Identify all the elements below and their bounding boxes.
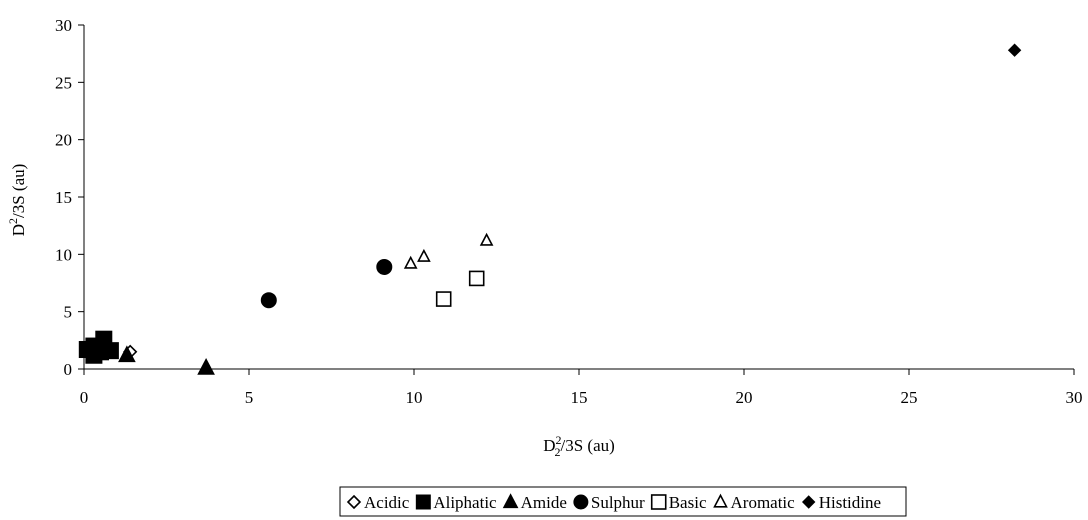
y-tick-label: 0 <box>64 360 73 379</box>
x-tick-label: 25 <box>901 388 918 407</box>
legend-marker-aliphatic <box>415 494 431 510</box>
point-basic <box>435 291 452 307</box>
legend-label-amide: Amide <box>521 493 567 512</box>
y-tick-label: 20 <box>55 131 72 150</box>
legend-marker-acidic <box>346 494 362 510</box>
point-basic <box>468 270 485 287</box>
x-tick-label: 0 <box>80 388 89 407</box>
y-tick-label: 25 <box>55 73 72 92</box>
point-aromatic <box>417 248 431 262</box>
x-tick-label: 15 <box>571 388 588 407</box>
tick-labels: 0 5 10 15 20 25 30 0 5 10 15 20 25 30 <box>55 16 1083 407</box>
x-axis-label: D2 2/3S (au) <box>543 433 615 459</box>
point-aromatic <box>479 232 494 246</box>
y-tick-label: 30 <box>55 16 72 35</box>
legend-marker-sulphur <box>573 494 589 510</box>
point-sulphur <box>376 258 393 275</box>
legend-marker-histidine <box>801 495 816 509</box>
legend-label-histidine: Histidine <box>819 493 881 512</box>
x-tick-label: 20 <box>736 388 753 407</box>
point-sulphur <box>260 292 277 309</box>
axes <box>78 24 1075 375</box>
legend: Acidic Aliphatic Amide Sulphur Basic Aromatic… <box>339 486 907 517</box>
legend-marker-basic <box>650 494 667 510</box>
legend-marker-amide <box>502 493 519 509</box>
legend-label-aliphatic: Aliphatic <box>433 493 497 512</box>
legend-box <box>339 486 907 517</box>
point-amide <box>118 345 136 363</box>
legend-marker-aromatic <box>713 493 728 508</box>
point-aromatic <box>403 255 418 269</box>
y-tick-label: 15 <box>55 188 72 207</box>
y-tick-label: 5 <box>64 303 73 322</box>
y-axis-label: D2/3S (au) <box>6 164 28 237</box>
y-tick-label: 10 <box>55 245 72 264</box>
legend-label-acidic: Acidic <box>364 493 410 512</box>
data-points <box>78 43 1022 375</box>
x-tick-label: 5 <box>245 388 254 407</box>
point-aliphatic <box>92 343 109 361</box>
legend-label-aromatic: Aromatic <box>731 493 796 512</box>
point-histidine <box>1007 43 1022 57</box>
x-tick-label: 30 <box>1066 388 1083 407</box>
legend-label-sulphur: Sulphur <box>591 493 645 512</box>
point-amide <box>197 357 215 375</box>
x-tick-label: 10 <box>406 388 423 407</box>
legend-label-basic: Basic <box>669 493 707 512</box>
